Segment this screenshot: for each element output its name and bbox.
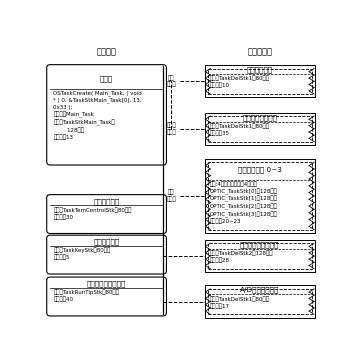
Bar	[208, 243, 312, 269]
Text: 可删除任务: 可删除任务	[247, 48, 272, 56]
Text: 旋转光标指示器任务: 旋转光标指示器任务	[87, 281, 126, 287]
Text: 堆栈：TaskDelStk1，80字节
优先级：35: 堆栈：TaskDelStk1，80字节 优先级：35	[210, 123, 270, 136]
Text: 数据打印和传送任务: 数据打印和传送任务	[240, 241, 279, 248]
Text: 堆栈：TaskDelStk1，80字节
优先级：17: 堆栈：TaskDelStk1，80字节 优先级：17	[210, 296, 270, 309]
Text: 常驻任务: 常驻任务	[96, 48, 116, 56]
Text: A/D扫描转换任务: A/D扫描转换任务	[240, 287, 279, 293]
Text: 超时检测任务: 超时检测任务	[247, 66, 273, 73]
Text: 温度检测任务: 温度检测任务	[94, 198, 120, 205]
Text: OSTaskCreate( Main_Task, ( void
* ) 0, &TaskStkMain_Task[0], 13,
0x33 );
函数名：Mai: OSTaskCreate( Main_Task, ( void * ) 0, &…	[53, 91, 142, 140]
Text: 堆栈：TaskKeyStk，80字节
优先级：5: 堆栈：TaskKeyStk，80字节 优先级：5	[53, 248, 111, 260]
FancyBboxPatch shape	[47, 195, 167, 233]
FancyBboxPatch shape	[47, 235, 167, 274]
Text: 堆栈：TaskDelStk1，80字节
优先级：10: 堆栈：TaskDelStk1，80字节 优先级：10	[210, 76, 270, 89]
Text: 主菜单
程序中: 主菜单 程序中	[167, 123, 176, 135]
Text: 键盘扫描任务: 键盘扫描任务	[94, 239, 120, 245]
Text: 堆栈：TaskTemControlStk，80字节
优先级：30: 堆栈：TaskTemControlStk，80字节 优先级：30	[53, 207, 132, 220]
Bar	[208, 116, 312, 142]
Text: 自检
程序中: 自检 程序中	[167, 75, 176, 87]
Text: 堆栈：TaskDelStk2，128字节
优先级：28: 堆栈：TaskDelStk2，128字节 优先级：28	[210, 250, 273, 263]
Text: 通道测试任务 0~3: 通道测试任务 0~3	[238, 166, 282, 172]
Text: 堆栈:4个堆栈数组对应4个任务
OPTIC_TaskStk[0]，128字节
OPTIC_TaskStk[1]，128字节
OPTIC_TaskStk[2]，1: 堆栈:4个堆栈数组对应4个任务 OPTIC_TaskStk[0]，128字节 O…	[210, 181, 278, 224]
Bar	[204, 113, 315, 145]
FancyBboxPatch shape	[47, 277, 167, 316]
Text: 堆栈：TaskRunTipStk，80字节
优先级：40: 堆栈：TaskRunTipStk，80字节 优先级：40	[53, 289, 119, 302]
Text: 主任务: 主任务	[100, 75, 113, 82]
Text: 日期时间显示任务: 日期时间显示任务	[242, 114, 277, 121]
FancyBboxPatch shape	[47, 65, 167, 165]
Bar	[204, 240, 315, 272]
Bar	[208, 289, 312, 314]
Bar	[204, 65, 315, 97]
Bar	[204, 285, 315, 318]
Bar	[208, 69, 312, 94]
Text: 测试
程序中: 测试 程序中	[167, 190, 176, 202]
Bar	[208, 162, 312, 229]
Bar	[204, 159, 315, 233]
